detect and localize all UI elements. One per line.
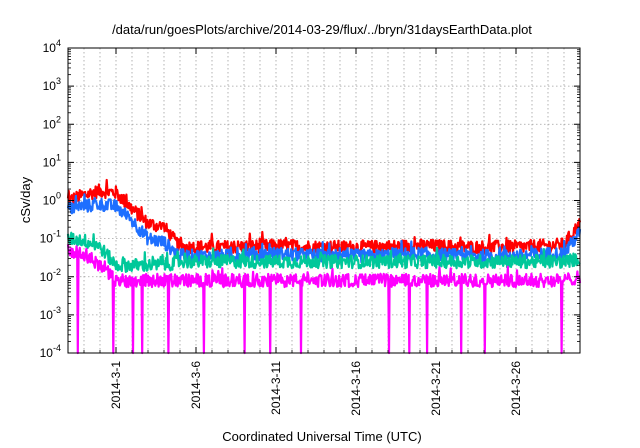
series-layer xyxy=(66,178,582,355)
y-tick-exponent: -3 xyxy=(53,305,61,315)
x-ticks: 2014-3-1 2014-3-6 2014-3-11 2014-3-16 2014-3… xyxy=(83,48,565,416)
y-tick-label: 104 xyxy=(43,38,61,55)
series-line xyxy=(66,231,581,273)
y-tick-exponent: 0 xyxy=(56,191,61,201)
grid xyxy=(68,48,580,353)
y-tick-label: 10-4 xyxy=(40,343,61,360)
y-tick-label: 101 xyxy=(43,152,61,169)
y-tick-exponent: -2 xyxy=(53,267,61,277)
y-tick-exponent: 1 xyxy=(56,152,61,162)
x-tick-label: 2014-3-6 xyxy=(189,361,203,409)
y-tick-label: 103 xyxy=(43,76,61,93)
y-tick-label: 10-1 xyxy=(40,229,61,246)
series-line xyxy=(66,178,582,255)
x-axis-label: Coordinated Universal Time (UTC) xyxy=(222,429,421,444)
y-tick-label: 100 xyxy=(43,191,61,208)
y-tick-label: 102 xyxy=(43,114,61,131)
y-tick-exponent: 3 xyxy=(56,76,61,86)
x-tick-label: 2014-3-26 xyxy=(509,361,523,416)
y-tick-exponent: -4 xyxy=(53,343,61,353)
x-tick-label: 2014-3-1 xyxy=(109,361,123,409)
x-tick-label: 2014-3-21 xyxy=(429,361,443,416)
chart-title: /data/run/goesPlots/archive/2014-03-29/f… xyxy=(112,22,532,37)
y-tick-label: 10-3 xyxy=(40,305,61,322)
y-tick-label: 10-2 xyxy=(40,267,61,284)
y-tick-exponent: -1 xyxy=(53,229,61,239)
x-tick-label: 2014-3-16 xyxy=(349,361,363,416)
x-tick-label: 2014-3-11 xyxy=(269,361,283,415)
y-axis-label: cSv/day xyxy=(18,176,33,223)
series-line xyxy=(66,244,582,355)
y-tick-exponent: 2 xyxy=(56,114,61,124)
y-tick-exponent: 4 xyxy=(56,38,61,48)
